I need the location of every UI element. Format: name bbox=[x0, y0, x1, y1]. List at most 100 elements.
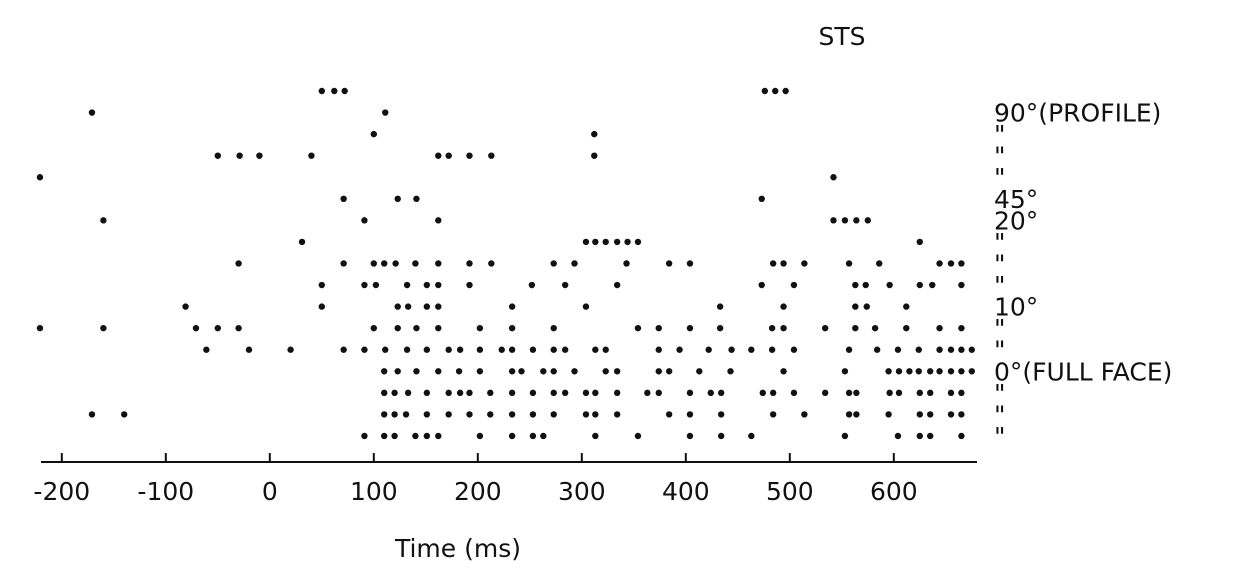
spike bbox=[613, 368, 621, 375]
spike bbox=[394, 324, 401, 332]
spike bbox=[623, 260, 630, 267]
spike bbox=[613, 281, 621, 289]
spike bbox=[391, 432, 398, 440]
spike bbox=[100, 217, 107, 224]
spike bbox=[435, 260, 442, 267]
spike bbox=[947, 346, 955, 353]
spike bbox=[508, 389, 516, 397]
spike bbox=[602, 368, 609, 375]
spike bbox=[613, 389, 621, 397]
spike bbox=[36, 324, 44, 332]
spike bbox=[968, 346, 975, 353]
spike bbox=[873, 346, 881, 353]
spike bbox=[676, 346, 683, 353]
row-label: 0°(FULL FACE) bbox=[994, 357, 1172, 386]
spike bbox=[370, 130, 377, 138]
spike bbox=[582, 411, 590, 418]
spike bbox=[456, 346, 464, 353]
spike bbox=[634, 432, 642, 440]
spike bbox=[624, 238, 631, 246]
spike bbox=[435, 152, 442, 159]
spike bbox=[361, 346, 368, 353]
spike bbox=[561, 281, 569, 289]
spike bbox=[862, 281, 869, 289]
spike bbox=[728, 346, 735, 353]
spike bbox=[423, 389, 431, 397]
spike bbox=[318, 87, 325, 95]
spike bbox=[182, 303, 189, 310]
spike bbox=[592, 411, 599, 418]
x-axis-label: Time (ms) bbox=[394, 534, 521, 563]
spike bbox=[192, 324, 200, 332]
spike bbox=[717, 411, 725, 418]
spike bbox=[508, 368, 516, 375]
spike bbox=[404, 303, 412, 310]
spike bbox=[413, 324, 420, 332]
spike bbox=[423, 346, 431, 353]
spike bbox=[915, 346, 922, 353]
spike bbox=[100, 324, 107, 332]
spike bbox=[466, 411, 473, 418]
spike bbox=[591, 152, 598, 159]
spike bbox=[582, 303, 590, 310]
spike bbox=[927, 432, 934, 440]
chart-title: STS bbox=[818, 22, 865, 51]
spike bbox=[402, 411, 410, 418]
spike bbox=[476, 368, 484, 375]
spike bbox=[801, 411, 808, 418]
spike bbox=[466, 281, 473, 289]
spike bbox=[936, 324, 943, 332]
spike bbox=[894, 432, 902, 440]
spike bbox=[716, 324, 724, 332]
row-label: 20° bbox=[994, 206, 1038, 235]
spike bbox=[498, 346, 505, 353]
spike bbox=[331, 87, 338, 95]
spike bbox=[256, 152, 263, 159]
spike bbox=[318, 281, 325, 289]
spike bbox=[550, 260, 557, 267]
spike bbox=[841, 432, 849, 440]
spike bbox=[476, 324, 484, 332]
x-tick-label: 200 bbox=[454, 477, 502, 506]
row-label: " bbox=[994, 249, 1006, 278]
spike bbox=[361, 432, 368, 440]
spike bbox=[863, 303, 870, 310]
spike bbox=[845, 346, 853, 353]
spike bbox=[394, 368, 401, 375]
spike bbox=[413, 195, 420, 202]
spike bbox=[340, 346, 347, 353]
spike bbox=[655, 324, 662, 332]
spike bbox=[592, 389, 599, 397]
spike bbox=[927, 411, 934, 418]
spike bbox=[508, 432, 516, 440]
spike bbox=[886, 389, 893, 397]
spike bbox=[871, 324, 879, 332]
spike bbox=[488, 152, 495, 159]
spike bbox=[529, 389, 537, 397]
spike bbox=[413, 368, 420, 375]
spike bbox=[958, 432, 965, 440]
row-label: " bbox=[994, 120, 1006, 149]
spike bbox=[445, 346, 452, 353]
spike bbox=[381, 389, 388, 397]
spike bbox=[391, 389, 398, 397]
spike bbox=[412, 432, 419, 440]
spike bbox=[602, 346, 609, 353]
spike bbox=[550, 346, 557, 353]
spike bbox=[528, 281, 536, 289]
spike bbox=[916, 411, 923, 418]
spike bbox=[435, 368, 442, 375]
row-label: " bbox=[994, 400, 1006, 429]
spike bbox=[634, 324, 642, 332]
spike bbox=[780, 368, 787, 375]
spike bbox=[435, 432, 442, 440]
spike bbox=[841, 368, 849, 375]
x-tick-label: -200 bbox=[33, 477, 90, 506]
spike bbox=[927, 368, 934, 375]
spike bbox=[466, 152, 473, 159]
spike bbox=[768, 324, 776, 332]
spike bbox=[644, 389, 651, 397]
spike bbox=[768, 346, 776, 353]
spike bbox=[613, 238, 621, 246]
